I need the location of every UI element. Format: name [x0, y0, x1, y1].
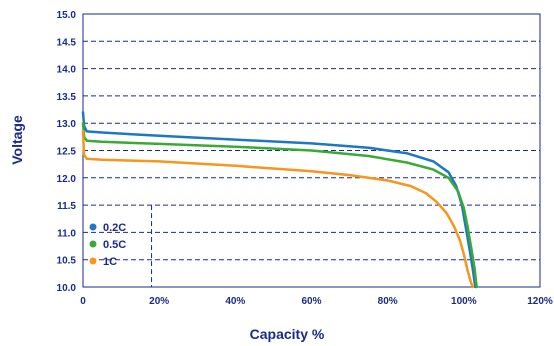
y-tick-label: 10.5	[57, 256, 77, 267]
legend-label-0.2C: 0.2C	[103, 222, 126, 234]
series-line-0.5C	[81, 121, 479, 289]
y-tick-labels: 10.0 10.5 11.0 11.5 12.0 12.5 13.0 13.5 14.0 14.5…	[57, 10, 77, 294]
x-tick-label: 100%	[451, 296, 477, 307]
y-axis-title: Voltage	[9, 115, 25, 165]
x-axis-title: Capacity %	[250, 326, 325, 342]
legend-marker-1C	[89, 257, 97, 265]
series-layer	[81, 111, 479, 289]
series-line-0.2C	[81, 111, 477, 289]
y-tick-label: 10.0	[57, 283, 77, 294]
x-tick-labels: 0 20% 40% 60% 80% 100% 120%	[80, 296, 553, 307]
y-tick-label: 14.0	[57, 65, 77, 76]
y-tick-label: 13.0	[57, 119, 77, 130]
y-tick-label: 11.5	[57, 201, 76, 212]
y-tick-label: 12.5	[57, 147, 77, 158]
x-tick-label: 0	[80, 296, 86, 307]
y-tick-label: 15.0	[57, 10, 77, 21]
y-tick-label: 13.5	[57, 92, 77, 103]
legend-label-0.5C: 0.5C	[103, 239, 126, 251]
y-tick-label: 12.0	[57, 174, 77, 185]
x-tick-label: 40%	[225, 296, 245, 307]
legend-marker-0.5C	[89, 240, 97, 248]
legend: 0.2C 0.5C 1C	[89, 222, 126, 268]
y-tick-label: 14.5	[57, 37, 77, 48]
x-tick-label: 60%	[301, 296, 321, 307]
legend-marker-0.2C	[89, 223, 97, 231]
x-tick-label: 80%	[378, 296, 398, 307]
series-line-1C	[81, 130, 474, 289]
x-tick-label: 20%	[149, 296, 169, 307]
y-tick-label: 11.0	[57, 228, 76, 239]
legend-label-1C: 1C	[103, 256, 117, 268]
x-tick-label: 120%	[527, 296, 553, 307]
